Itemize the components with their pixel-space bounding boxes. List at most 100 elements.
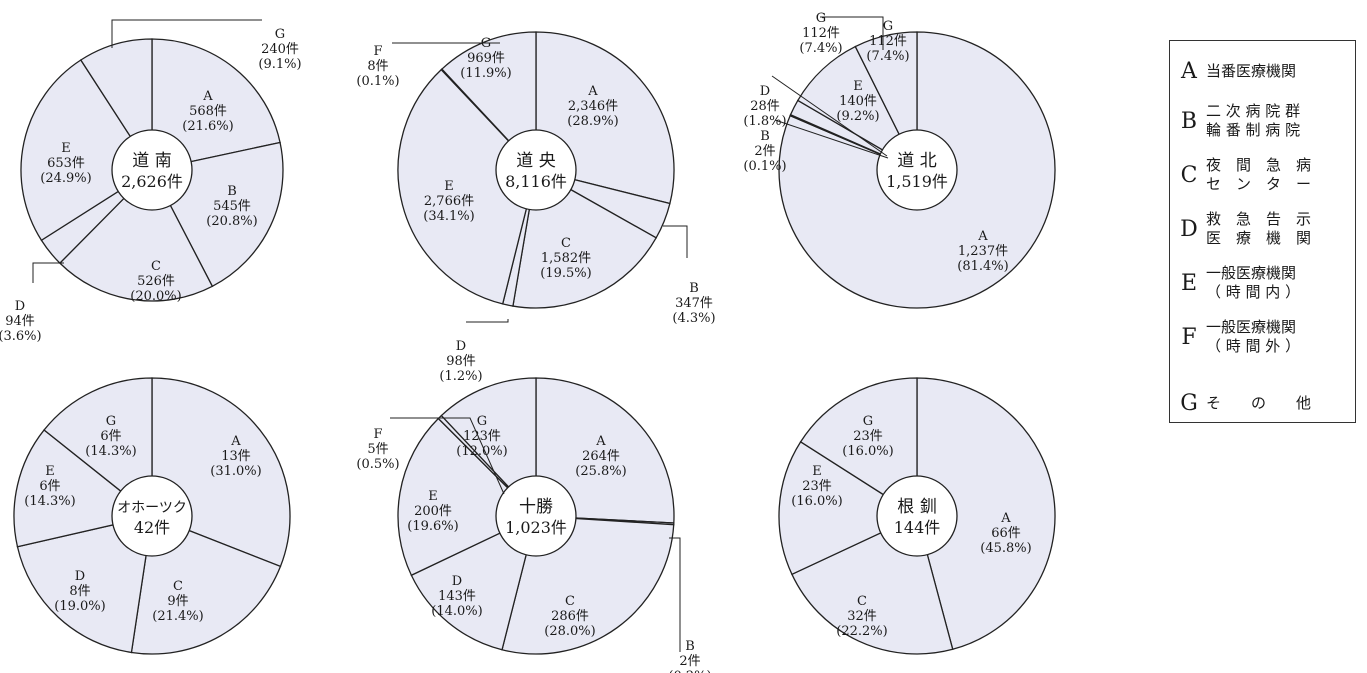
pie-slice-a [916,377,1056,651]
pie-chart-5 [397,377,675,655]
slice-label-category: G [106,414,116,429]
slice-label-count: 23件 [802,479,832,494]
legend-letter: E [1180,270,1198,296]
legend-letter: C [1180,162,1198,188]
slice-label-category: C [565,594,575,609]
leader-line [774,119,889,159]
pie-slice-g [441,31,537,172]
pie-region-name: 道 央 [516,151,555,171]
legend-description: 夜 間 急 病セ ン タ ー [1206,156,1311,194]
pie-slice-g [43,377,153,518]
slice-label-category: B [760,129,770,144]
slice-label-percent: (19.0%) [54,599,105,614]
slice-label-category: G [477,414,487,429]
legend-description: 救 急 告 示医 療 機 関 [1206,210,1311,248]
slice-label-category: E [428,489,438,504]
pie-total: 144件 [894,518,941,537]
slice-label-count: 66件 [991,526,1021,541]
legend-description: 一般医療機関（ 時 間 内 ） [1206,264,1300,302]
slice-label-count: 526件 [137,274,175,289]
slice-label-count: 143件 [438,589,476,604]
leader-line [771,75,888,157]
slice-label-percent: (25.8%) [575,464,626,479]
legend-description-line: 輪 番 制 病 院 [1206,121,1301,139]
slice-label-percent: (20.8%) [206,214,257,229]
pie-slice-e [20,59,153,242]
slice-label-category: A [1000,511,1011,526]
slice-label-percent: (19.6%) [407,519,458,534]
legend-description-line: 一般医療機関 [1206,264,1297,282]
slice-label-count: 1,237件 [958,244,1008,259]
slice-label-percent: (0.1%) [743,159,786,174]
legend-description-line: （ 時 間 外 ） [1206,337,1301,355]
pie-chart-4 [13,377,291,655]
slice-label-percent: (21.4%) [152,609,203,624]
slice-label-percent: (9.2%) [836,109,879,124]
slice-label-percent: (14.0%) [431,604,482,619]
pie-slice-g [799,377,918,518]
slice-label-category: G [275,27,285,42]
slice-label-count: 969件 [467,51,505,66]
legend-item-a: A 当番医療機関 [1170,49,1355,93]
legend: A 当番医療機関 B 二 次 病 院 群輪 番 制 病 院 C 夜 間 急 病セ ン タ … [1169,40,1356,423]
slice-label-count: 264件 [582,449,620,464]
slice-label-percent: (14.3%) [85,444,136,459]
slice-label-category: B [685,639,695,654]
pie-slice-e [397,68,537,305]
pie-center-hole [876,475,958,557]
slice-label-count: 23件 [853,429,883,444]
slice-label-count: 94件 [5,314,35,329]
slice-label-percent: (22.2%) [836,624,887,639]
legend-description-line: 当番医療機関 [1206,61,1297,80]
pie-slice-e [796,45,919,172]
slice-label-percent: (1.2%) [439,369,482,384]
pie-total: 1,519件 [886,172,948,191]
slice-label-count: 28件 [750,99,780,114]
pie-slice-g [440,377,537,518]
slice-label-category: C [561,236,571,251]
slice-label-count: 2,346件 [568,99,618,114]
slice-label-category: A [977,229,988,244]
slice-label-category: G [863,414,873,429]
slice-label-count: 32件 [847,609,877,624]
pie-region-name: 十勝 [519,497,553,517]
slice-label-percent: (28.9%) [567,114,618,129]
leader-line [669,537,681,652]
legend-description-line: 一般医療機関 [1206,318,1297,336]
slice-label-count: 6件 [39,479,60,494]
pie-center-hole [495,475,577,557]
pie-slice-d [410,514,537,651]
legend-letter: G [1180,390,1198,416]
legend-item-b: B 二 次 病 院 群輪 番 制 病 院 [1170,99,1355,143]
slice-label-count: 568件 [189,104,227,119]
slice-label-category: C [857,594,867,609]
slice-label-percent: (7.4%) [799,41,842,56]
slice-label-percent: (3.6%) [0,329,42,344]
slice-label-category: E [812,464,822,479]
pie-slice-d [16,515,153,654]
slice-label-category: A [230,434,241,449]
pie-center-hole [111,475,193,557]
slice-label-category: E [45,464,55,479]
slice-label-category: A [202,89,213,104]
slice-label-percent: (7.4%) [866,49,909,64]
slice-label-count: 9件 [167,594,188,609]
pie-center-hole [111,129,193,211]
slice-label-count: 13件 [221,449,251,464]
pie-center-hole [495,129,577,211]
slice-label-count: 200件 [414,504,452,519]
pie-charts-canvas: 道 南2,626件A568件(21.6%)B545件(20.8%)C526件(2… [0,11,1056,673]
slice-label-count: 112件 [869,34,907,49]
legend-item-c: C 夜 間 急 病セ ン タ ー [1170,153,1355,197]
slice-label-percent: (81.4%) [957,259,1008,274]
legend-description: 二 次 病 院 群輪 番 制 病 院 [1206,102,1300,140]
slice-label-count: 8件 [367,59,388,74]
pie-slice-e [397,417,538,577]
slice-label-percent: (0.2%) [668,669,711,673]
slice-label-percent: (0.1%) [356,74,399,89]
legend-description-line: そ の 他 [1206,393,1312,412]
legend-description-line: 夜 間 急 病 [1206,156,1312,174]
slice-label-category: D [456,339,466,354]
leader-line [820,16,884,50]
